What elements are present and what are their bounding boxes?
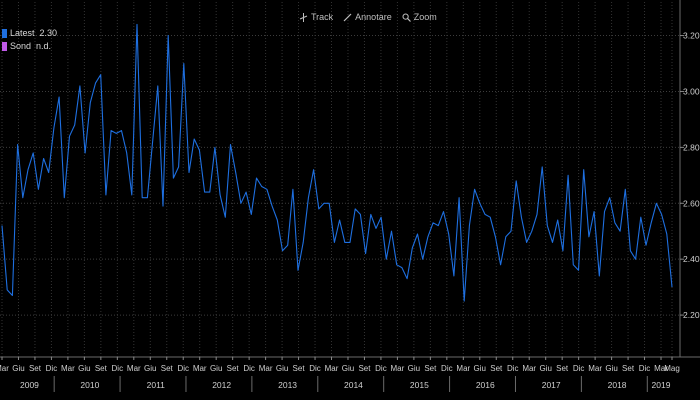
year-label: 2010	[80, 380, 99, 390]
year-label: 2009	[20, 380, 39, 390]
x-tick-label: Set	[293, 364, 306, 373]
year-label: 2014	[344, 380, 363, 390]
x-tick-label: Mar	[259, 364, 273, 373]
year-label: 2011	[147, 380, 166, 390]
x-tick-label: Dic	[46, 364, 58, 373]
zoom-label: Zoom	[413, 12, 437, 22]
x-tick-label: Dic	[309, 364, 321, 373]
y-tick-label: 2.40	[683, 254, 700, 264]
y-tick-label: 2.60	[683, 198, 700, 208]
x-tick-label: Giu	[210, 364, 222, 373]
zoom-button[interactable]: Zoom	[402, 12, 437, 22]
legend-swatch-latest	[2, 29, 7, 38]
x-tick-label: Mar	[456, 364, 470, 373]
year-label: 2018	[608, 380, 627, 390]
grid-lines	[0, 2, 680, 357]
x-tick-label: Set	[29, 364, 42, 373]
x-tick-label: Mar	[61, 364, 75, 373]
x-tick-label: Giu	[276, 364, 288, 373]
chart-toolbar: Track Annotare Zoom	[299, 8, 437, 26]
track-label: Track	[311, 12, 334, 22]
x-tick-label: Dic	[177, 364, 189, 373]
x-tick-label: Dic	[243, 364, 255, 373]
x-tick-label: Giu	[342, 364, 354, 373]
series-line-latest	[1, 23, 673, 302]
legend-label-sond: Sond	[10, 41, 32, 51]
x-tick-label: Mar	[654, 364, 668, 373]
chart-legend: Latest 2.30 Sond n.d.	[2, 27, 57, 53]
annotate-button[interactable]: Annotare	[343, 12, 392, 22]
legend-value-sond: n.d.	[36, 41, 52, 51]
x-tick-label: Dic	[507, 364, 519, 373]
x-tick-label: Mar	[127, 364, 141, 373]
x-tick-label: Mag	[664, 364, 680, 373]
x-tick-label: Mar	[391, 364, 405, 373]
track-button[interactable]: Track	[299, 12, 333, 22]
legend-swatch-sond	[2, 42, 7, 51]
legend-item-latest[interactable]: Latest 2.30	[2, 27, 57, 40]
x-tick-label: Set	[358, 364, 371, 373]
x-tick-label: Giu	[144, 364, 156, 373]
year-label: 2015	[410, 380, 429, 390]
y-tick-label: 3.00	[683, 86, 700, 96]
legend-value-latest: 2.30	[39, 28, 58, 38]
x-tick-label: Mar	[0, 364, 9, 373]
x-tick-label: Giu	[605, 364, 617, 373]
legend-item-sond[interactable]: Sond n.d.	[2, 40, 57, 53]
y-tick-labels: 2.20 2.40 2.60 2.80 3.00 3.20	[680, 31, 700, 320]
annotate-label: Annotare	[355, 12, 392, 22]
x-tick-label: Mar	[325, 364, 339, 373]
x-tick-label: Giu	[78, 364, 90, 373]
year-label: 2019	[652, 380, 671, 390]
x-tick-label: Set	[95, 364, 108, 373]
year-label: 2013	[278, 380, 297, 390]
x-tick-label: Set	[490, 364, 503, 373]
pencil-icon	[343, 13, 352, 21]
y-tick-label: 3.20	[683, 31, 700, 41]
y-tick-label: 2.20	[683, 310, 700, 320]
x-tick-label: Dic	[112, 364, 124, 373]
x-tick-label: Set	[227, 364, 240, 373]
x-tick-label: Set	[622, 364, 635, 373]
x-tick-label: Set	[161, 364, 174, 373]
x-tick-labels: MarGiuSetDicMarGiuSetDicMarGiuSetDicMarG…	[0, 357, 680, 392]
x-tick-label: Dic	[375, 364, 387, 373]
x-tick-label: Set	[424, 364, 437, 373]
x-tick-label: Giu	[408, 364, 420, 373]
series-lines	[1, 23, 673, 302]
magnifier-icon	[402, 13, 411, 22]
x-tick-label: Giu	[12, 364, 24, 373]
x-tick-label: Dic	[639, 364, 651, 373]
x-tick-label: Giu	[539, 364, 551, 373]
x-tick-label: Mar	[522, 364, 536, 373]
x-tick-label: Dic	[573, 364, 585, 373]
year-label: 2012	[212, 380, 231, 390]
x-tick-label: Set	[556, 364, 569, 373]
y-tick-label: 2.80	[683, 142, 700, 152]
x-tick-label: Dic	[441, 364, 453, 373]
x-tick-label: Mar	[193, 364, 207, 373]
year-label: 2016	[476, 380, 495, 390]
track-icon	[299, 12, 308, 22]
year-label: 2017	[542, 380, 561, 390]
x-tick-label: Giu	[474, 364, 486, 373]
legend-label-latest: Latest	[10, 28, 35, 38]
x-tick-label: Mar	[588, 364, 602, 373]
